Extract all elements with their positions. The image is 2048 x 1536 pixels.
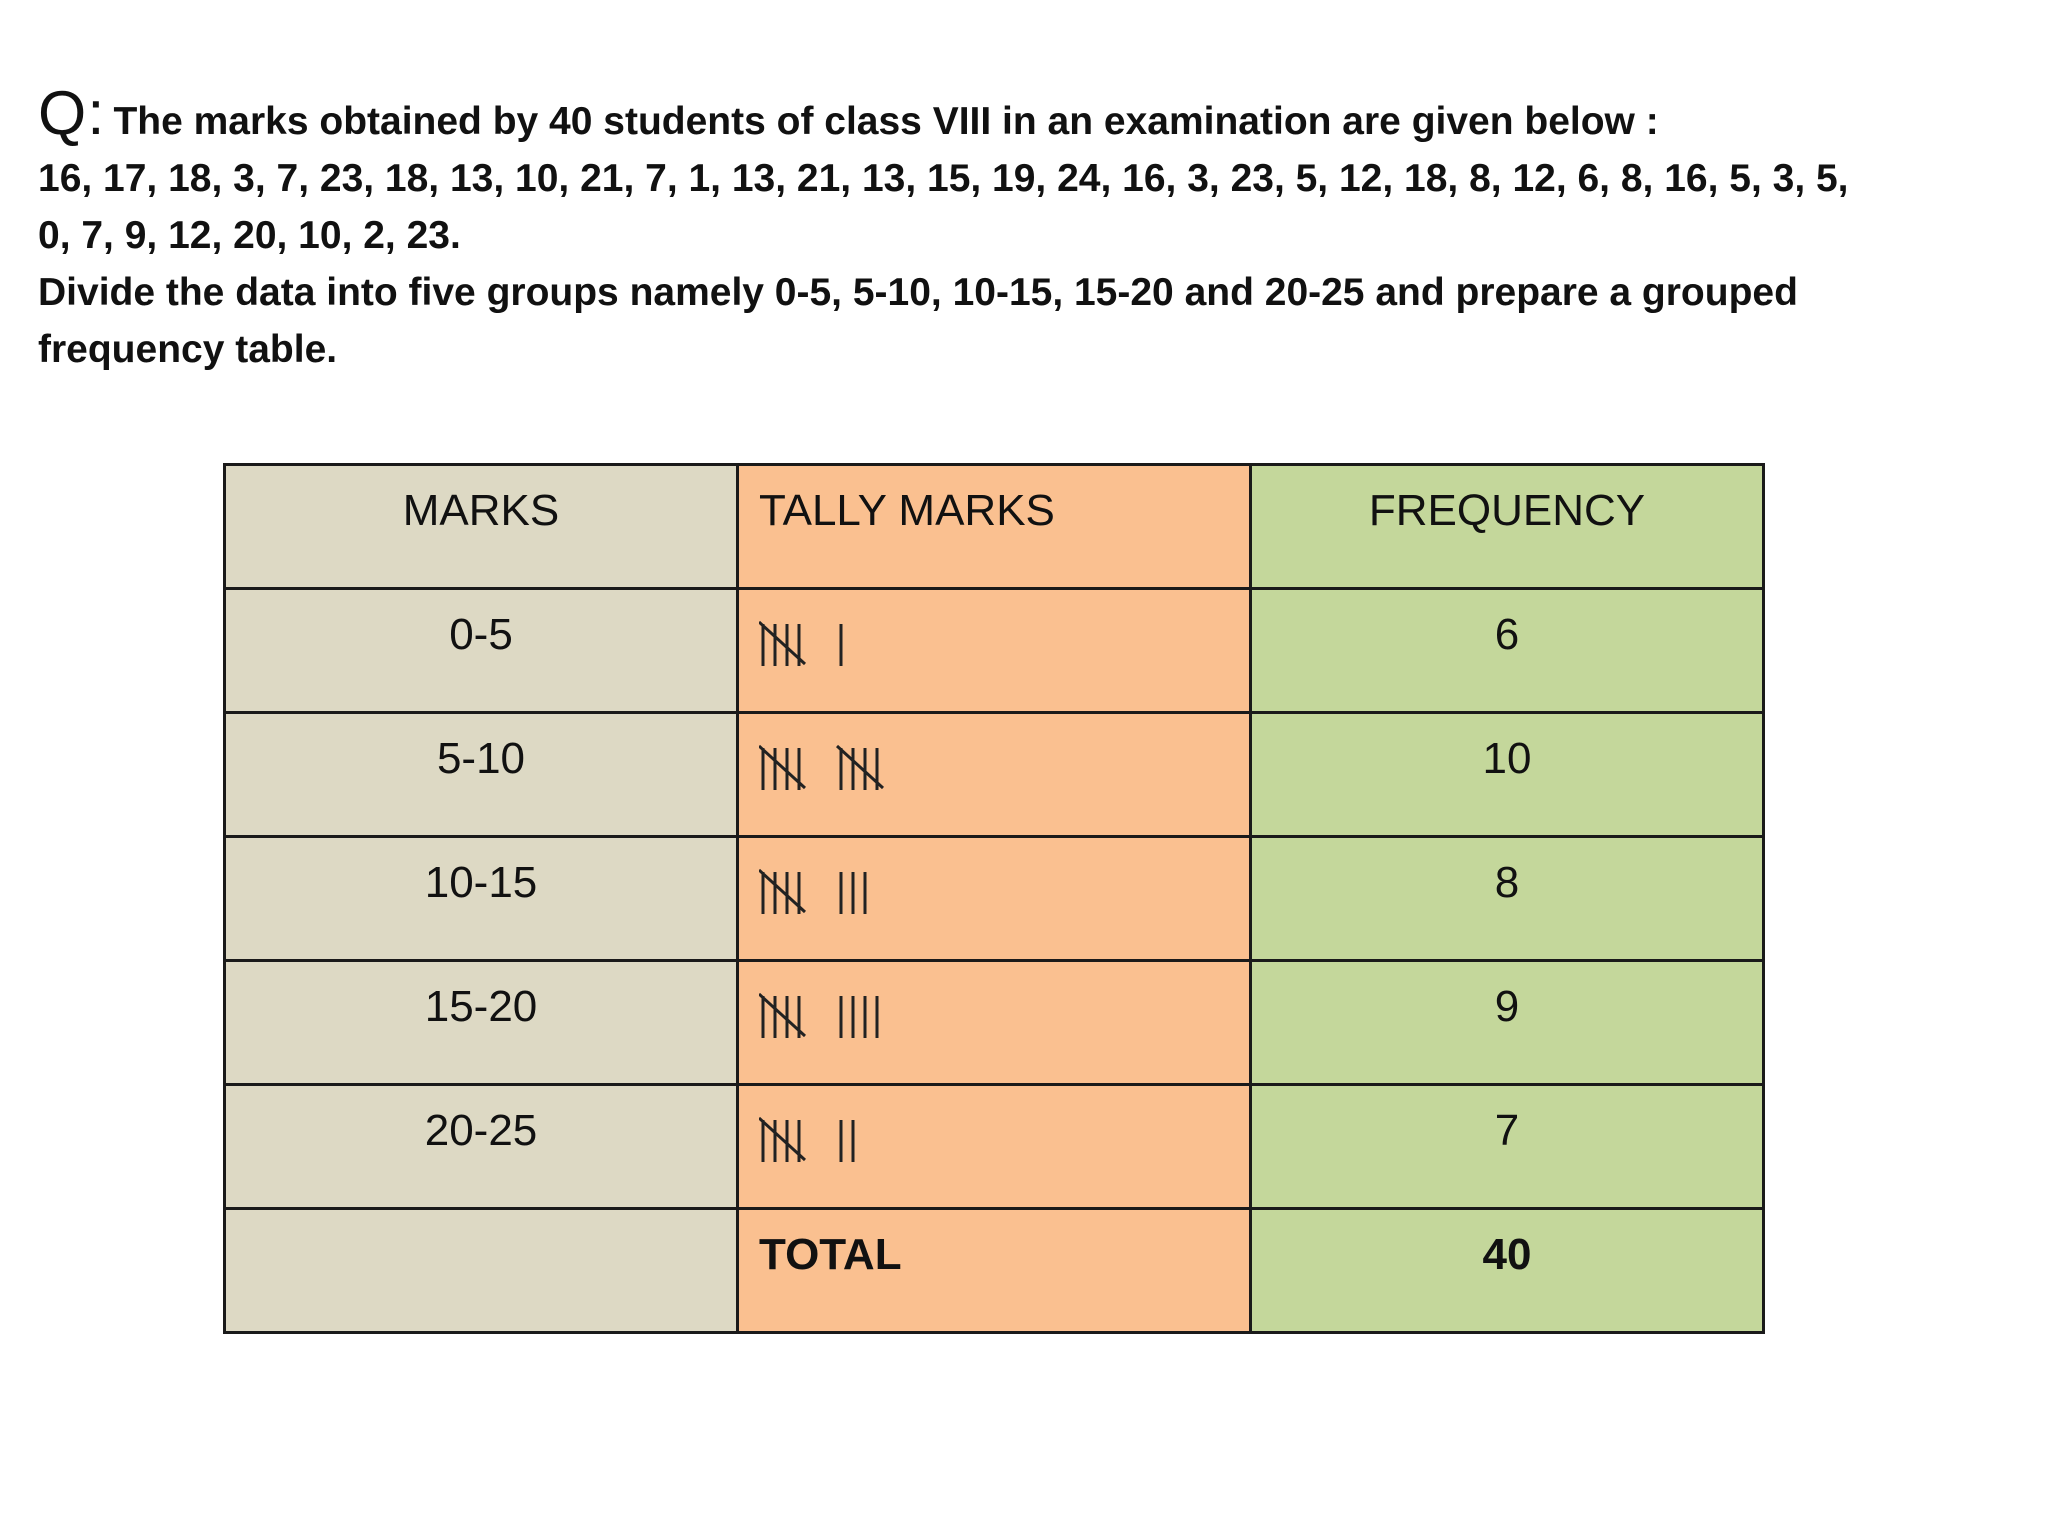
tally-cross-stroke (759, 620, 807, 666)
question-instruction-line-1: Divide the data into five groups namely … (38, 271, 1798, 314)
header-frequency: FREQUENCY (1249, 463, 1765, 590)
marks-cell: 5-10 (223, 711, 739, 838)
marks-cell: 10-15 (223, 835, 739, 962)
question-data-line-1: 16, 17, 18, 3, 7, 23, 18, 13, 10, 21, 7,… (38, 157, 1849, 200)
question-instruction-line-2: frequency table. (38, 328, 338, 371)
table-row: 0-5 6 (223, 587, 1765, 714)
table-row: 20-25 7 (223, 1083, 1765, 1210)
tally-marks-icon (759, 992, 879, 1038)
question-line-1: Q: The marks obtained by 40 students of c… (38, 83, 1998, 150)
tally-marks-icon (759, 868, 867, 914)
table-header-row: MARKS TALLY MARKS FREQUENCY (223, 463, 1765, 590)
question-text: Q: The marks obtained by 40 students of c… (38, 83, 1998, 378)
tally-cross-stroke (835, 744, 885, 790)
tally-marks-icon (759, 620, 843, 666)
table-row: 10-15 8 (223, 835, 1765, 962)
frequency-cell: 9 (1249, 959, 1765, 1086)
frequency-table: MARKS TALLY MARKS FREQUENCY 0-5 6 5-10 1… (223, 463, 1765, 1334)
tally-cell (736, 587, 1252, 714)
question-label: Q: (38, 79, 106, 148)
tally-cell (736, 1083, 1252, 1210)
header-tally-marks: TALLY MARKS (736, 463, 1252, 590)
tally-cell (736, 711, 1252, 838)
tally-cross-stroke (759, 744, 807, 790)
total-marks-cell (223, 1207, 739, 1334)
question-data-line-2: 0, 7, 9, 12, 20, 10, 2, 23. (38, 214, 461, 257)
frequency-cell: 10 (1249, 711, 1765, 838)
total-value: 40 (1249, 1207, 1765, 1334)
frequency-cell: 8 (1249, 835, 1765, 962)
marks-cell: 20-25 (223, 1083, 739, 1210)
header-marks: MARKS (223, 463, 739, 590)
question-intro: The marks obtained by 40 students of cla… (113, 100, 1659, 143)
total-label: TOTAL (736, 1207, 1252, 1334)
frequency-cell: 6 (1249, 587, 1765, 714)
tally-cross-stroke (759, 992, 807, 1038)
marks-cell: 15-20 (223, 959, 739, 1086)
tally-cross-stroke (759, 868, 807, 914)
frequency-cell: 7 (1249, 1083, 1765, 1210)
marks-cell: 0-5 (223, 587, 739, 714)
tally-marks-icon (759, 1116, 855, 1162)
table-row: 5-10 10 (223, 711, 1765, 838)
tally-marks-icon (759, 744, 885, 790)
tally-cell (736, 835, 1252, 962)
tally-cross-stroke (759, 1116, 807, 1162)
table-row: 15-20 9 (223, 959, 1765, 1086)
tally-cell (736, 959, 1252, 1086)
table-total-row: TOTAL 40 (223, 1207, 1765, 1334)
